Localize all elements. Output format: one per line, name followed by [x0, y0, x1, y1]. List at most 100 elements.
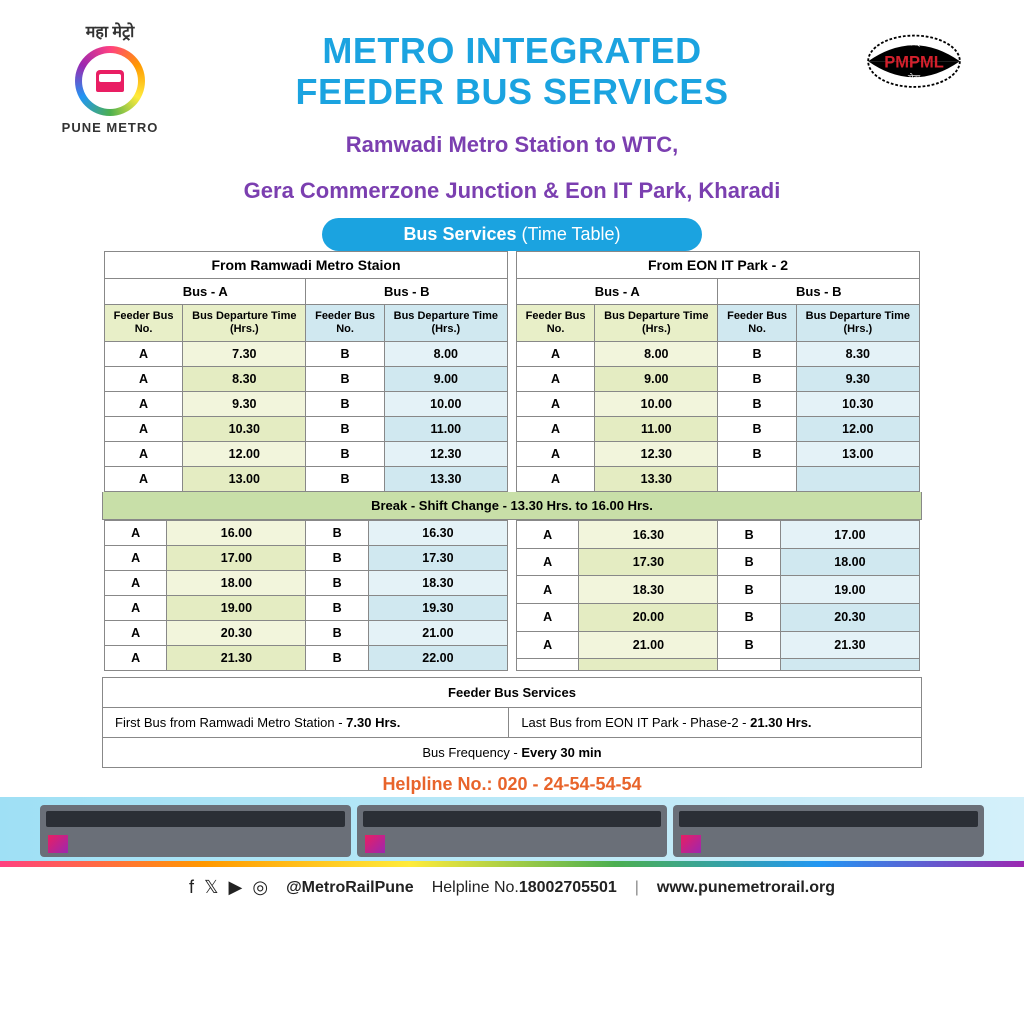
- col-hdr: Feeder Bus No.: [718, 304, 796, 341]
- bus-id-cell: A: [105, 621, 167, 646]
- facebook-icon[interactable]: f: [189, 877, 194, 898]
- svg-text:सेवा: सेवा: [908, 73, 921, 83]
- x-icon[interactable]: 𝕏: [204, 877, 219, 898]
- table-row: A8.00B8.30: [517, 342, 920, 367]
- info-first: First Bus from Ramwadi Metro Station - 7…: [103, 708, 509, 738]
- table-row: A9.30B10.00: [105, 392, 508, 417]
- helpline-main: Helpline No.: 020 - 24-54-54-54: [0, 774, 1024, 795]
- bus-time-cell: 16.30: [368, 521, 507, 546]
- bus-time-cell: 13.00: [796, 442, 919, 467]
- table-row: A16.00B16.30: [105, 521, 508, 546]
- bus-a-header: Bus - A: [105, 278, 306, 304]
- table-row: A18.30B19.00: [517, 576, 920, 604]
- bus-time-cell: 16.30: [579, 521, 718, 549]
- bus-time-cell: 21.30: [167, 646, 306, 671]
- info-freq: Bus Frequency - Every 30 min: [103, 738, 922, 768]
- bus-time-cell: 21.00: [579, 631, 718, 659]
- table-row: A7.30B8.00: [105, 342, 508, 367]
- bus-time-cell: 13.00: [183, 467, 306, 492]
- table-row: A8.30B9.00: [105, 367, 508, 392]
- bus-id-cell: B: [306, 442, 384, 467]
- bus-id-cell: A: [105, 442, 183, 467]
- bus-time-cell: 10.00: [384, 392, 507, 417]
- table-row: A21.00B21.30: [517, 631, 920, 659]
- bus-id-cell: B: [306, 367, 384, 392]
- bus-time-cell: 13.30: [384, 467, 507, 492]
- svg-text:PMPML: PMPML: [884, 54, 944, 72]
- bus-b-header: Bus - B: [718, 278, 920, 304]
- bus-id-cell: A: [105, 546, 167, 571]
- table-row: A18.00B18.30: [105, 571, 508, 596]
- bus-time-cell: 7.30: [183, 342, 306, 367]
- table-row: A13.00B13.30: [105, 467, 508, 492]
- youtube-icon[interactable]: ▶: [229, 877, 243, 898]
- bus-time-cell: 21.30: [780, 631, 919, 659]
- col-hdr: Feeder Bus No.: [306, 304, 384, 341]
- bus-time-cell: 16.00: [167, 521, 306, 546]
- table-row: A17.00B17.30: [105, 546, 508, 571]
- table-row: A17.30B18.00: [517, 548, 920, 576]
- table-row: [517, 659, 920, 671]
- station-header: From EON IT Park - 2: [517, 251, 920, 278]
- bus-id-cell: B: [306, 521, 368, 546]
- bus-id-cell: B: [718, 442, 796, 467]
- table-row: A12.30B13.00: [517, 442, 920, 467]
- timetable-pill: Bus Services (Time Table): [322, 218, 702, 251]
- bus-id-cell: [718, 467, 796, 492]
- bus-id-cell: A: [105, 417, 183, 442]
- bus-id-cell: [517, 659, 579, 671]
- bus-time-cell: 9.30: [796, 367, 919, 392]
- info-last: Last Bus from EON IT Park - Phase-2 - 21…: [509, 708, 922, 738]
- bus-time-cell: 19.00: [780, 576, 919, 604]
- timetable: From EON IT Park - 2Bus - ABus - BFeeder…: [516, 251, 920, 492]
- bus-time-cell: 18.00: [780, 548, 919, 576]
- table-row: A9.00B9.30: [517, 367, 920, 392]
- col-hdr: Feeder Bus No.: [105, 304, 183, 341]
- bus-time-cell: 8.30: [796, 342, 919, 367]
- bus-id-cell: A: [105, 367, 183, 392]
- bus-id-cell: A: [517, 548, 579, 576]
- bus-id-cell: B: [306, 392, 384, 417]
- logo-circle-icon: [75, 46, 145, 116]
- bus-time-cell: 21.00: [368, 621, 507, 646]
- bus-id-cell: A: [105, 521, 167, 546]
- bus-id-cell: B: [306, 571, 368, 596]
- table-row: A12.00B12.30: [105, 442, 508, 467]
- bus-time-cell: 17.30: [579, 548, 718, 576]
- logo-hindi: महा मेट्रो: [50, 20, 170, 42]
- train-icon: [96, 70, 124, 92]
- bus-time-cell: 8.00: [595, 342, 718, 367]
- bus-id-cell: A: [517, 604, 579, 632]
- bus-time-cell: 9.00: [384, 367, 507, 392]
- subtitle-2: Gera Commerzone Junction & Eon IT Park, …: [170, 177, 854, 206]
- footer: f 𝕏 ▶ ◎ @MetroRailPune Helpline No.18002…: [0, 867, 1024, 908]
- bus-time-cell: 12.30: [384, 442, 507, 467]
- main-title-2: FEEDER BUS SERVICES: [170, 71, 854, 112]
- bus-id-cell: B: [306, 546, 368, 571]
- bus-id-cell: A: [517, 392, 595, 417]
- bus-time-cell: 8.00: [384, 342, 507, 367]
- bus-time-cell: 10.30: [183, 417, 306, 442]
- bus-time-cell: [796, 467, 919, 492]
- bus-id-cell: A: [517, 442, 595, 467]
- bus-id-cell: A: [105, 467, 183, 492]
- col-hdr: Bus Departure Time (Hrs.): [384, 304, 507, 341]
- col-hdr: Bus Departure Time (Hrs.): [183, 304, 306, 341]
- footer-site[interactable]: www.punemetrorail.org: [657, 879, 835, 897]
- instagram-icon[interactable]: ◎: [252, 877, 268, 898]
- social-icons: f 𝕏 ▶ ◎: [189, 877, 268, 898]
- svg-text:परिवहन: परिवहन: [902, 38, 926, 48]
- bus-id-cell: B: [718, 576, 780, 604]
- bus-id-cell: A: [517, 342, 595, 367]
- bus-id-cell: A: [105, 646, 167, 671]
- train-strip: [0, 797, 1024, 867]
- footer-handle: @MetroRailPune: [286, 879, 414, 897]
- bus-id-cell: B: [306, 467, 384, 492]
- bus-time-cell: 11.00: [384, 417, 507, 442]
- bus-id-cell: A: [517, 367, 595, 392]
- bus-id-cell: B: [718, 367, 796, 392]
- logo-brand: PUNE METRO: [50, 120, 170, 135]
- bus-id-cell: B: [306, 621, 368, 646]
- bus-id-cell: B: [718, 417, 796, 442]
- bus-time-cell: 22.00: [368, 646, 507, 671]
